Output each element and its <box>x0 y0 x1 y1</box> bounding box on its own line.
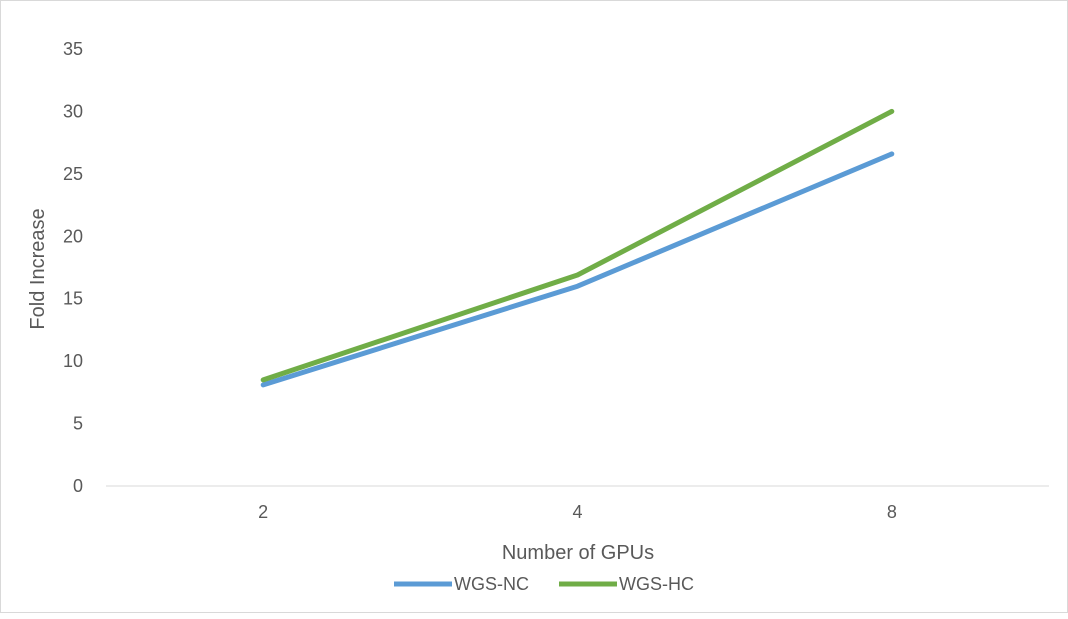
x-axis-title: Number of GPUs <box>502 542 654 564</box>
y-tick-label: 25 <box>63 164 83 184</box>
legend: WGS-NC WGS-HC <box>394 574 694 594</box>
y-tick-label: 15 <box>63 289 83 309</box>
y-tick-label: 20 <box>63 226 83 246</box>
y-tick-label: 10 <box>63 351 83 371</box>
x-tick-label: 4 <box>572 502 582 522</box>
series-line-wgs-nc <box>260 151 895 388</box>
y-tick-label: 30 <box>63 101 83 121</box>
series-line-wgs-hc <box>260 108 895 383</box>
y-tick-label: 35 <box>63 39 83 59</box>
y-tick-label: 0 <box>73 476 83 496</box>
y-axis-title: Fold Increase <box>27 208 49 329</box>
legend-label-wgs-nc: WGS-NC <box>454 574 529 594</box>
series-layer <box>260 108 895 388</box>
y-axis-ticks: 0 5 10 15 20 25 30 35 <box>63 39 83 496</box>
x-tick-label: 2 <box>258 502 268 522</box>
x-axis-ticks: 2 4 8 <box>258 502 897 522</box>
y-tick-label: 5 <box>73 414 83 434</box>
x-tick-label: 8 <box>887 502 897 522</box>
legend-label-wgs-hc: WGS-HC <box>619 574 694 594</box>
